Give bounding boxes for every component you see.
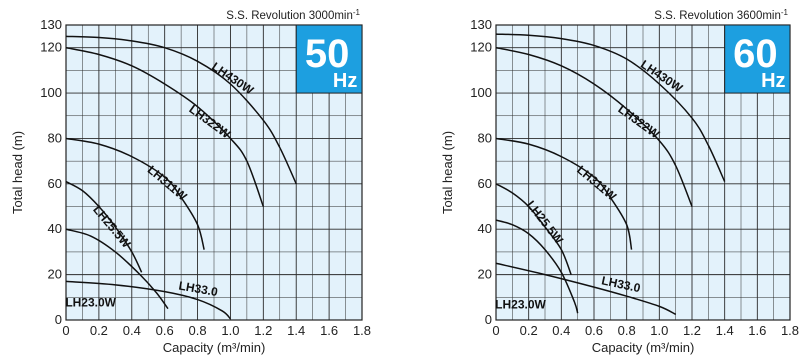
curve-lh25-5w <box>495 183 572 275</box>
y-tick-label: 60 <box>48 176 62 191</box>
y-tick-label: 80 <box>478 130 492 145</box>
y-tick-label: 20 <box>478 267 492 282</box>
curve-label-lh23-0w: LH23.0W <box>495 298 546 312</box>
curve-lh23-0w <box>495 262 677 316</box>
y-tick-label: 120 <box>470 40 492 55</box>
x-tick-label: 1.0 <box>221 323 239 338</box>
x-tick-label: 1.4 <box>287 323 305 338</box>
curve-lh311w <box>65 137 205 250</box>
frequency-box <box>724 24 791 94</box>
y-tick-label: 0 <box>55 312 62 327</box>
y-tick-label: 100 <box>470 85 492 100</box>
x-tick-label: 1.2 <box>683 323 701 338</box>
plot-frame <box>495 24 791 321</box>
x-tick-label: 1.4 <box>716 323 734 338</box>
plot-frame <box>65 24 363 321</box>
x-tick-label: 0.8 <box>618 323 636 338</box>
revolution-label: S.S. Revolution 3600min-1 <box>654 8 788 22</box>
curve-label-lh33-0: LH33.0 <box>178 279 220 300</box>
y-axis-label: Total head (m) <box>440 131 455 214</box>
frequency-box <box>295 24 363 94</box>
x-tick-label: 0.4 <box>552 323 570 338</box>
x-tick-label: 1.0 <box>650 323 668 338</box>
curve-lh33-0 <box>495 219 579 314</box>
y-tick-label: 60 <box>478 176 492 191</box>
frequency-value: 50 <box>305 32 350 76</box>
revolution-label: S.S. Revolution 3000min-1 <box>226 8 360 22</box>
y-tick-label: 40 <box>48 221 62 236</box>
x-tick-label: 1.6 <box>748 323 766 338</box>
x-tick-label: 1.6 <box>320 323 338 338</box>
x-axis-label: Capacity (m³/min) <box>163 340 266 355</box>
y-axis-label: Total head (m) <box>10 131 25 214</box>
frequency-unit: Hz <box>333 70 357 92</box>
curve-lh311w <box>495 137 633 250</box>
y-tick-label: 80 <box>48 130 62 145</box>
y-tick-label: 130 <box>40 17 62 32</box>
curve-label-lh23-0w: LH23.0W <box>65 295 116 309</box>
x-axis-label: Capacity (m³/min) <box>592 340 695 355</box>
curve-lh33-0 <box>65 228 169 310</box>
curve-lh430w <box>495 33 726 182</box>
x-tick-label: 0.6 <box>585 323 603 338</box>
x-tick-label: 0.4 <box>123 323 141 338</box>
x-tick-label: 0 <box>492 323 499 338</box>
curve-lh25-5w <box>65 180 143 273</box>
frequency-unit: Hz <box>761 70 785 92</box>
y-tick-label: 0 <box>485 312 492 327</box>
curve-lh322w <box>495 46 693 207</box>
x-tick-label: 1.2 <box>254 323 272 338</box>
x-tick-label: 0.2 <box>90 323 108 338</box>
curve-lh322w <box>65 46 265 207</box>
y-tick-label: 20 <box>48 267 62 282</box>
x-tick-label: 1.8 <box>781 323 799 338</box>
y-tick-label: 130 <box>470 17 492 32</box>
y-tick-label: 40 <box>478 221 492 236</box>
frequency-value: 60 <box>733 32 778 76</box>
curve-lh430w <box>65 35 297 185</box>
x-tick-label: 1.8 <box>353 323 371 338</box>
y-tick-label: 120 <box>40 40 62 55</box>
curve-lh23-0w <box>65 280 232 320</box>
x-tick-label: 0 <box>62 323 69 338</box>
x-tick-label: 0.8 <box>189 323 207 338</box>
x-tick-label: 0.6 <box>156 323 174 338</box>
y-tick-label: 100 <box>40 85 62 100</box>
x-tick-label: 0.2 <box>520 323 538 338</box>
